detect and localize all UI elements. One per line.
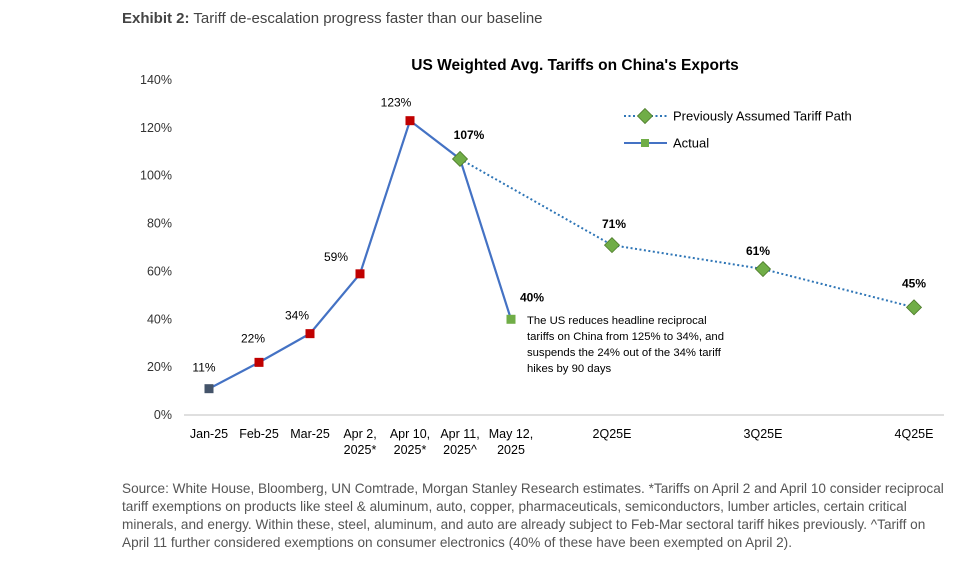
y-tick-label: 0% <box>154 408 172 422</box>
data-point-actual <box>506 314 516 324</box>
x-tick-label: Mar-25 <box>290 427 330 441</box>
tariff-line-chart: US Weighted Avg. Tariffs on China's Expo… <box>140 57 944 457</box>
x-tick-label: 4Q25E <box>895 427 934 441</box>
series-line-previously-assumed <box>459 158 915 309</box>
y-tick-label: 140% <box>140 73 172 87</box>
x-tick-label: 3Q25E <box>744 427 783 441</box>
exhibit-label: Exhibit 2: <box>122 10 190 27</box>
data-label-previously-assumed: 61% <box>746 244 770 258</box>
x-tick-label: Feb-25 <box>239 427 279 441</box>
data-point-previously-assumed <box>905 299 923 316</box>
exhibit-caption: Exhibit 2: Tariff de-escalation progress… <box>122 10 543 27</box>
y-tick-label: 60% <box>147 264 172 278</box>
data-label-actual: 40% <box>520 290 544 304</box>
legend-marker-previously-assumed <box>636 107 654 125</box>
source-note: Source: White House, Bloomberg, UN Comtr… <box>122 481 944 550</box>
legend-marker-actual <box>641 139 649 147</box>
legend-label-actual: Actual <box>673 136 709 151</box>
x-tick-label: Jan-25 <box>190 427 228 441</box>
exhibit-text: Tariff de-escalation progress faster tha… <box>193 10 543 27</box>
x-tick-label: Apr 11, 2025^ <box>440 427 479 457</box>
data-label-actual: 11% <box>192 361 215 375</box>
data-point-actual <box>405 116 415 126</box>
data-point-actual <box>204 384 214 394</box>
data-point-previously-assumed <box>754 260 772 278</box>
x-tick-label: Apr 10, 2025* <box>390 427 430 457</box>
data-label-actual: 22% <box>241 331 265 345</box>
chart-title: US Weighted Avg. Tariffs on China's Expo… <box>411 57 739 74</box>
data-point-previously-assumed <box>451 150 469 168</box>
data-point-actual <box>355 269 365 279</box>
data-label-previously-assumed: 71% <box>602 217 626 231</box>
y-tick-label: 20% <box>147 360 172 374</box>
annotation-text: The US reduces headline reciprocal tariff… <box>527 315 724 375</box>
y-tick-label: 100% <box>140 169 172 183</box>
legend-label-previously-assumed: Previously Assumed Tariff Path <box>673 109 852 124</box>
y-tick-label: 80% <box>147 217 172 231</box>
x-tick-label: May 12, 2025 <box>489 427 533 457</box>
data-label-previously-assumed: 45% <box>902 276 926 290</box>
data-point-previously-assumed <box>603 237 621 254</box>
y-tick-label: 40% <box>147 312 172 326</box>
x-tick-label: Apr 2, 2025* <box>343 427 376 457</box>
data-label-actual: 34% <box>285 309 309 323</box>
data-label-previously-assumed: 107% <box>454 128 485 142</box>
y-tick-label: 120% <box>140 121 172 135</box>
data-point-actual <box>305 329 315 339</box>
data-label-actual: 123% <box>381 96 412 110</box>
data-point-actual <box>254 357 264 367</box>
data-label-actual: 59% <box>324 250 348 264</box>
x-tick-label: 2Q25E <box>593 427 632 441</box>
